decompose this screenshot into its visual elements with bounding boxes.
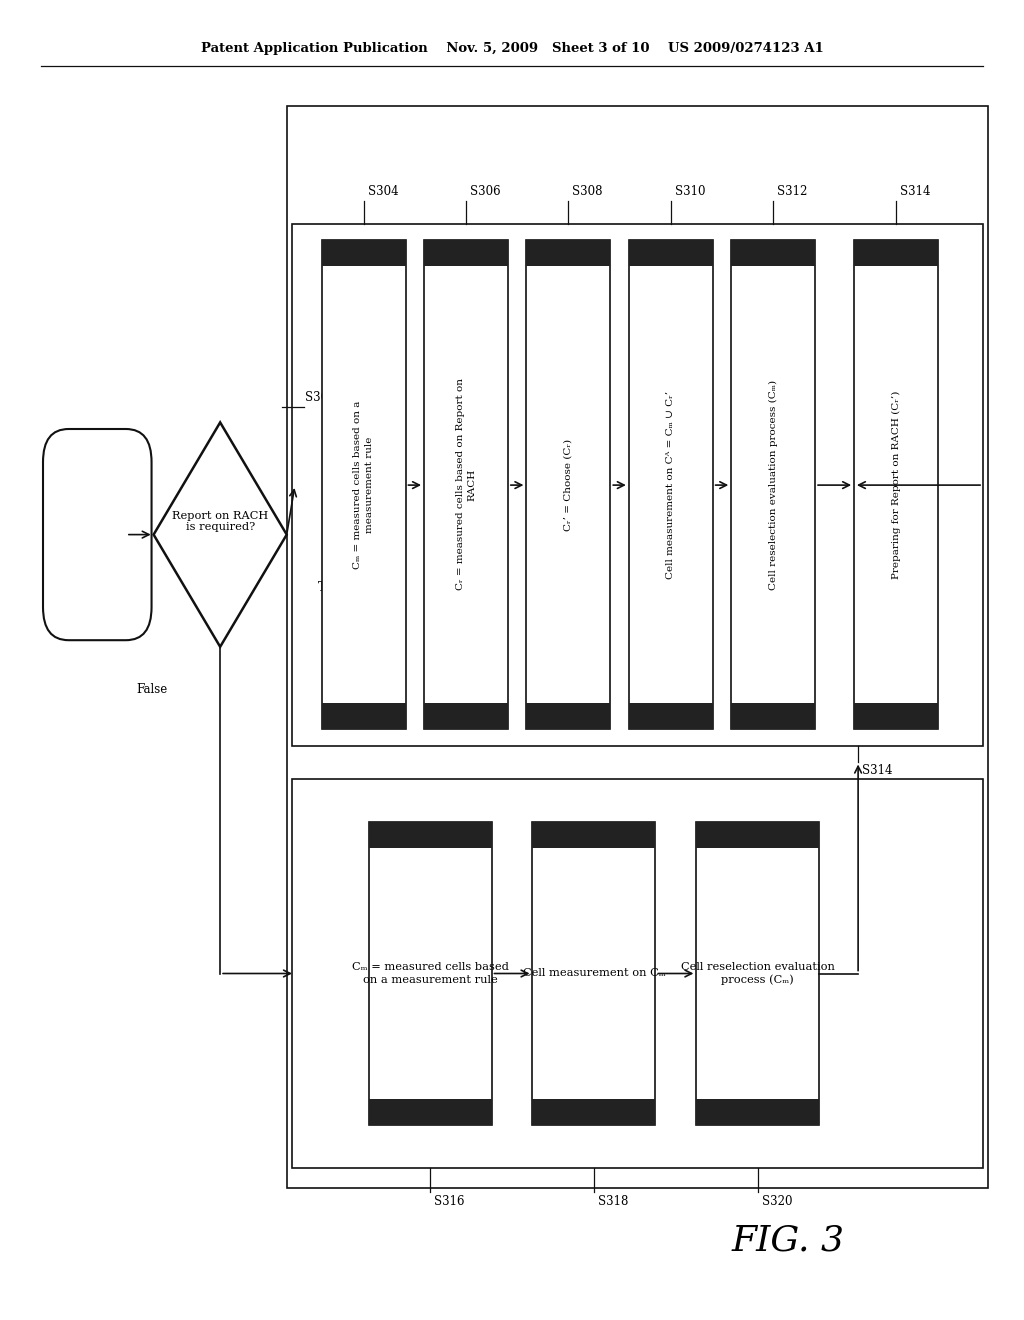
Text: S314: S314 (862, 764, 893, 777)
Text: S308: S308 (572, 185, 603, 198)
Text: Cell reselection evaluation process (Cₘ): Cell reselection evaluation process (Cₘ) (769, 379, 777, 590)
Text: Report on RACH
is required?: Report on RACH is required? (172, 511, 268, 532)
Bar (696, 1100, 819, 1125)
Text: Cₘ = measured cells based
on a measurement rule: Cₘ = measured cells based on a measureme… (351, 962, 509, 985)
Bar (526, 240, 610, 729)
Bar (696, 821, 819, 1125)
Bar (526, 704, 610, 729)
Text: Cell measurement on Cₘ: Cell measurement on Cₘ (522, 969, 666, 978)
Bar (696, 821, 819, 847)
Bar (322, 240, 406, 265)
Text: S304: S304 (368, 185, 398, 198)
Text: S320: S320 (762, 1195, 793, 1208)
Bar (731, 704, 815, 729)
Bar (854, 240, 938, 265)
Text: Cᵣ = measured cells based on Report on
RACH: Cᵣ = measured cells based on Report on R… (456, 379, 476, 590)
Text: Cₘ = measured cells based on a
measurement rule: Cₘ = measured cells based on a measureme… (353, 400, 374, 569)
Text: S312: S312 (777, 185, 808, 198)
Bar (322, 704, 406, 729)
Text: True: True (317, 581, 345, 594)
Bar (532, 821, 655, 847)
Bar (629, 240, 713, 265)
Text: False: False (136, 682, 167, 696)
Bar (526, 240, 610, 265)
Bar (629, 704, 713, 729)
Bar (424, 240, 508, 729)
Text: S316: S316 (434, 1195, 465, 1208)
Text: S306: S306 (470, 185, 501, 198)
Bar (424, 704, 508, 729)
Text: S314: S314 (900, 185, 931, 198)
Bar (369, 821, 492, 847)
Text: S310: S310 (675, 185, 706, 198)
Bar (369, 821, 492, 1125)
Bar (854, 704, 938, 729)
Bar (292, 779, 983, 1168)
Text: Cᵣ’ = Choose (Cᵣ): Cᵣ’ = Choose (Cᵣ) (564, 438, 572, 531)
Text: FIG. 3: FIG. 3 (732, 1224, 845, 1258)
Bar (424, 240, 508, 265)
Bar (287, 106, 988, 1188)
Polygon shape (154, 422, 287, 647)
Text: Cell measurement on Cᴬ = Cₘ ∪ Cᵣ’: Cell measurement on Cᴬ = Cₘ ∪ Cᵣ’ (667, 391, 675, 578)
Bar (292, 224, 983, 746)
Bar (629, 240, 713, 729)
Bar (532, 821, 655, 1125)
Text: Cell reselection evaluation
process (Cₘ): Cell reselection evaluation process (Cₘ) (681, 961, 835, 986)
Bar (322, 240, 406, 729)
Text: S302: S302 (305, 391, 336, 404)
Text: S318: S318 (598, 1195, 629, 1208)
Bar (854, 240, 938, 729)
Text: Patent Application Publication    Nov. 5, 2009   Sheet 3 of 10    US 2009/027412: Patent Application Publication Nov. 5, 2… (201, 42, 823, 55)
Bar (369, 1100, 492, 1125)
Bar (731, 240, 815, 729)
FancyBboxPatch shape (43, 429, 152, 640)
Bar (731, 240, 815, 265)
Text: Preparing for Report on RACH (Cᵣ’): Preparing for Report on RACH (Cᵣ’) (892, 391, 900, 578)
Bar (532, 1100, 655, 1125)
